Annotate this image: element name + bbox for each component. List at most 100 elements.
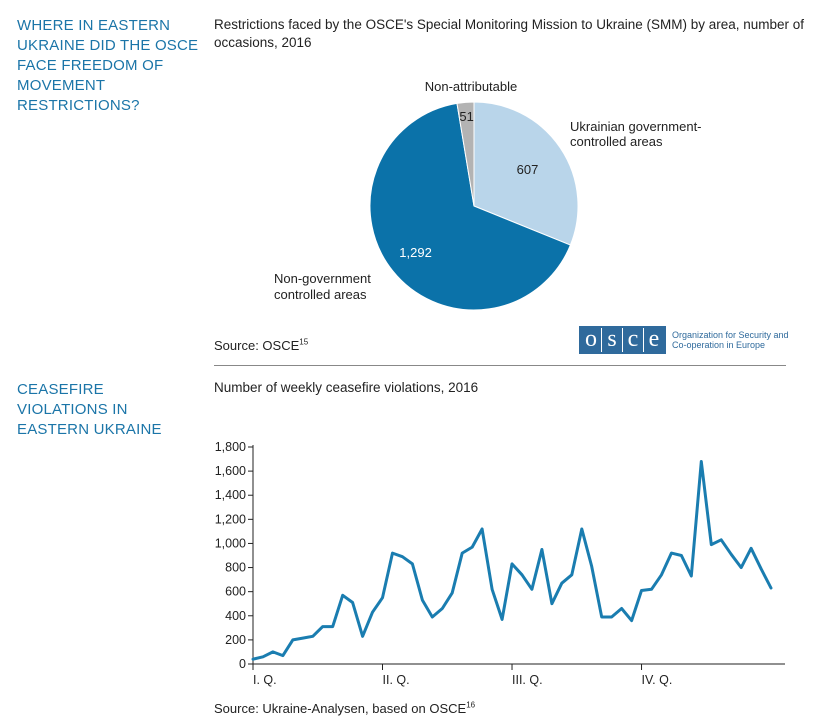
section-heading-ceasefire: CEASEFIRE VIOLATIONS IN EASTERN UKRAINE	[17, 381, 162, 438]
data-point	[301, 636, 305, 640]
data-point	[251, 657, 255, 661]
x-tick-label: IV. Q.	[642, 673, 673, 687]
data-point	[490, 588, 494, 591]
data-point	[560, 582, 564, 585]
y-tick-label: 1,600	[215, 464, 246, 478]
line-source-ref: 16	[466, 700, 476, 710]
osce-letter-o: o	[581, 327, 602, 352]
y-tick-label: 1,400	[215, 488, 246, 502]
data-point	[321, 625, 324, 628]
pie-slice-government	[473, 101, 579, 246]
data-point	[600, 615, 603, 619]
pie-source-ref: 15	[299, 337, 309, 347]
data-point	[311, 635, 314, 638]
data-point	[749, 547, 753, 550]
data-point	[421, 598, 424, 602]
line-chart: 0 200 400 600 800 1,000 1,200 1,400 1,600 1,800 I.…	[215, 440, 785, 687]
data-point	[690, 574, 693, 578]
data-point	[451, 591, 454, 595]
data-point	[650, 588, 653, 591]
pie-slice-non-attributable	[456, 101, 475, 207]
pie-slice-non-government	[369, 102, 572, 311]
data-point	[401, 555, 404, 558]
pie-source: Source: OSCE15	[214, 338, 308, 353]
data-point	[640, 589, 643, 592]
pie-label-non-government-line1: Non-government	[274, 271, 371, 286]
line-source-text: Source: Ukraine-Analysen, based on OSCE	[214, 701, 467, 716]
data-point	[520, 573, 524, 576]
osce-letter-c: c	[623, 327, 644, 352]
section-heading-restrictions: WHERE IN EASTERN UKRAINE DID THE OSCE FA…	[17, 17, 199, 114]
data-point	[729, 553, 733, 556]
y-tick-label: 400	[225, 609, 246, 623]
data-point	[610, 615, 613, 619]
data-point	[281, 654, 285, 657]
data-point	[590, 565, 593, 568]
x-tick-label: III. Q.	[512, 673, 543, 687]
pie-chart: 607 1,292 51 Ukrainian government-controlle…	[274, 79, 702, 311]
data-point	[580, 527, 583, 531]
data-point	[710, 543, 713, 546]
pie-value-non-attributable: 51	[459, 109, 473, 124]
data-point	[720, 538, 723, 542]
pie-label-government-line1: Ukrainian government-	[570, 119, 702, 134]
data-point	[510, 562, 514, 566]
data-point	[759, 567, 763, 570]
data-point	[331, 625, 334, 628]
data-point	[371, 610, 374, 614]
data-point	[480, 527, 484, 531]
osce-letter-e: e	[644, 327, 664, 352]
data-point	[670, 551, 673, 555]
data-point	[391, 551, 394, 555]
pie-value-non-government: 1,292	[399, 245, 432, 260]
osce-logo-mark: o s c e	[579, 326, 666, 354]
y-tick-label: 1,000	[215, 536, 246, 550]
data-point	[700, 460, 703, 463]
data-point	[431, 615, 434, 619]
data-point	[261, 655, 265, 658]
pie-source-text: Source: OSCE	[214, 338, 300, 353]
data-point	[461, 551, 464, 555]
osce-logo-text: Organization for Security and Co-operati…	[672, 330, 789, 350]
pie-label-non-government-line2: controlled areas	[274, 287, 367, 302]
data-point	[381, 596, 384, 599]
y-tick-label: 800	[225, 561, 246, 575]
data-point	[570, 573, 573, 576]
y-tick-label: 1,200	[215, 512, 246, 526]
data-point	[680, 554, 683, 557]
x-tick-label: II. Q.	[383, 673, 410, 687]
line-source: Source: Ukraine-Analysen, based on OSCE1…	[214, 701, 475, 716]
section-divider	[214, 365, 786, 366]
pie-label-government-line2: controlled areas	[570, 134, 663, 149]
y-tick-label: 1,800	[215, 440, 246, 454]
x-tick-label: I. Q.	[253, 673, 277, 687]
y-tick-label: 600	[225, 585, 246, 599]
pie-label-non-attributable: Non-attributable	[425, 79, 518, 94]
data-point	[620, 607, 623, 610]
ceasefire-violations-line	[251, 460, 773, 661]
data-point	[660, 573, 663, 576]
data-point	[540, 548, 544, 551]
data-point	[530, 588, 534, 591]
data-point	[470, 545, 474, 549]
data-point	[271, 650, 275, 654]
data-point	[351, 601, 354, 604]
osce-logo: o s c e Organization for Security and Co…	[579, 326, 792, 354]
data-point	[441, 607, 444, 610]
data-point	[769, 586, 773, 590]
y-tick-label: 200	[225, 633, 246, 647]
data-point	[291, 638, 295, 642]
data-point	[341, 594, 344, 597]
data-point	[550, 602, 554, 605]
pie-value-government: 607	[517, 162, 539, 177]
pie-chart-title: Restrictions faced by the OSCE's Special…	[214, 17, 805, 50]
data-point	[411, 562, 414, 566]
osce-letter-s: s	[602, 327, 623, 352]
data-point	[739, 566, 743, 569]
y-tick-label: 0	[239, 657, 246, 671]
line-chart-title: Number of weekly ceasefire violations, 2…	[214, 380, 479, 395]
data-point	[500, 618, 504, 621]
data-point	[361, 635, 364, 638]
data-point	[630, 619, 633, 622]
